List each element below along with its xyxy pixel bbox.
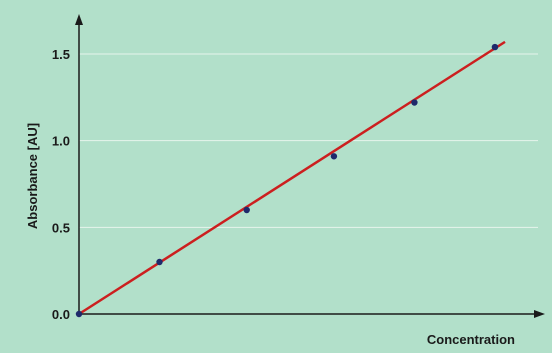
data-point <box>243 206 250 214</box>
data-point <box>75 310 83 318</box>
y-tick-label: 0.0 <box>52 307 70 322</box>
axes <box>75 14 545 318</box>
x-axis-title: Concentration <box>427 332 515 347</box>
y-tick-label: 1.5 <box>52 47 70 62</box>
y-axis-arrow-icon <box>75 14 83 25</box>
y-tick-label: 1.0 <box>52 134 70 149</box>
y-tick-label: 0.5 <box>52 220 70 235</box>
grid-lines <box>79 53 538 228</box>
y-tick-labels: 0.0 0.5 1.0 1.5 <box>52 47 70 322</box>
data-points <box>75 43 499 318</box>
x-axis-arrow-icon <box>534 310 545 318</box>
y-axis-title: Absorbance [AU] <box>25 123 40 229</box>
data-point <box>156 258 163 266</box>
data-point <box>330 153 338 160</box>
data-point <box>491 43 499 51</box>
data-point <box>411 99 418 106</box>
fit-line <box>78 40 506 316</box>
